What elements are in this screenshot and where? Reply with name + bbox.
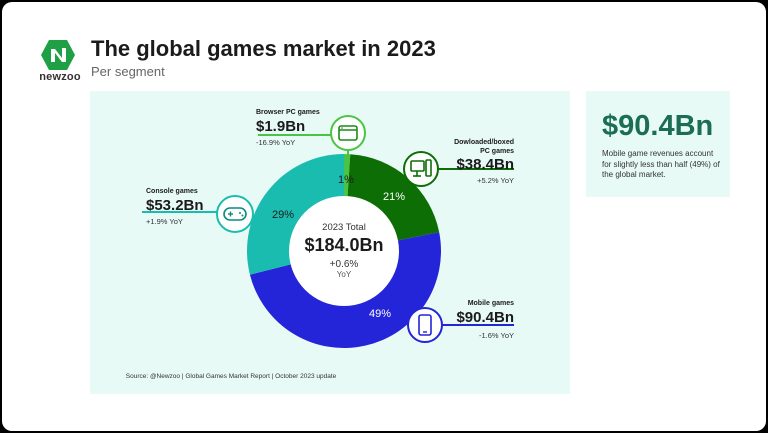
page-title: The global games market in 2023: [91, 36, 436, 61]
slice-label-console: 29%: [272, 209, 294, 221]
callout-pc-yoy: +5.2% YoY: [477, 176, 514, 185]
slice-label-browser: 1%: [338, 174, 354, 186]
smartphone-icon: [407, 307, 443, 343]
callout-console-yoy: +1.9% YoY: [146, 216, 183, 226]
slice-label-mobile: 49%: [369, 308, 391, 320]
callout-console: Console games $53.2Bn +1.9% YoY: [146, 188, 204, 227]
callout-pc-name: Dowloaded/boxed PC games: [454, 139, 514, 155]
callout-mobile-value: $90.4Bn: [456, 308, 514, 326]
callout-mobile-name: Mobile games: [467, 300, 514, 307]
callout-browser-value: $1.9Bn: [256, 117, 306, 135]
center-total: $184.0Bn: [304, 235, 383, 255]
callout-console-value: $53.2Bn: [146, 196, 204, 214]
desktop-computer-icon: [403, 151, 439, 187]
callout-pc: Dowloaded/boxed PC games $38.4Bn +5.2% Y…: [448, 139, 514, 186]
callout-pc-value: $38.4Bn: [456, 156, 514, 173]
browser-window-icon: [330, 115, 366, 151]
page-subtitle: Per segment: [91, 64, 165, 79]
newzoo-logo-icon: [41, 40, 75, 70]
callout-mobile-yoy: -1.6% YoY: [478, 330, 514, 340]
highlight-note: Mobile game revenues account for slightl…: [602, 149, 720, 179]
callout-mobile: Mobile games $90.4Bn -1.6% YoY: [442, 300, 514, 341]
highlight-card: [586, 91, 730, 197]
center-change-label: YoY: [337, 270, 352, 279]
callout-console-name: Console games: [146, 188, 198, 195]
center-caption: 2023 Total: [322, 222, 366, 233]
center-change: +0.6%: [330, 259, 359, 270]
callout-browser: Browser PC games $1.9Bn -16.9% YoY: [256, 109, 320, 148]
callout-browser-name: Browser PC games: [256, 109, 320, 116]
highlight-value: $90.4Bn: [602, 110, 714, 142]
gamepad-icon: [216, 195, 254, 233]
source-note: Source: @Newzoo | Global Games Market Re…: [125, 373, 337, 380]
donut-hole: [289, 196, 399, 306]
slice-label-pc: 21%: [383, 191, 405, 203]
brand-name: newzoo: [39, 71, 81, 83]
callout-browser-yoy: -16.9% YoY: [256, 137, 296, 147]
